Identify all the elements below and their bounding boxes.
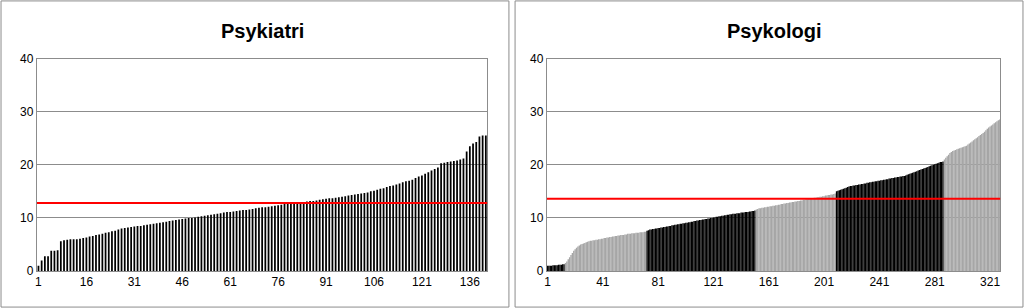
- svg-text:20: 20: [20, 158, 34, 172]
- svg-text:0: 0: [27, 264, 34, 278]
- svg-text:16: 16: [80, 275, 94, 289]
- svg-text:91: 91: [319, 275, 333, 289]
- svg-text:30: 30: [20, 105, 34, 119]
- svg-text:10: 10: [530, 211, 544, 225]
- svg-text:1: 1: [544, 275, 551, 289]
- svg-text:40: 40: [20, 52, 34, 66]
- svg-text:20: 20: [530, 158, 544, 172]
- svg-text:30: 30: [530, 105, 544, 119]
- svg-text:281: 281: [925, 275, 945, 289]
- svg-text:1: 1: [35, 275, 42, 289]
- svg-text:121: 121: [703, 275, 723, 289]
- svg-text:40: 40: [530, 52, 544, 66]
- svg-text:76: 76: [271, 275, 285, 289]
- svg-text:31: 31: [128, 275, 142, 289]
- svg-text:106: 106: [364, 275, 384, 289]
- svg-text:136: 136: [460, 275, 480, 289]
- svg-text:Psykiatri: Psykiatri: [221, 20, 304, 42]
- svg-text:161: 161: [759, 275, 779, 289]
- svg-text:121: 121: [412, 275, 432, 289]
- svg-text:81: 81: [651, 275, 665, 289]
- svg-text:41: 41: [596, 275, 610, 289]
- svg-text:10: 10: [20, 211, 34, 225]
- svg-text:Psykologi: Psykologi: [727, 20, 821, 42]
- svg-text:241: 241: [869, 275, 889, 289]
- svg-text:321: 321: [980, 275, 1000, 289]
- svg-text:0: 0: [537, 264, 544, 278]
- svg-text:201: 201: [814, 275, 834, 289]
- svg-text:61: 61: [224, 275, 238, 289]
- svg-text:46: 46: [176, 275, 190, 289]
